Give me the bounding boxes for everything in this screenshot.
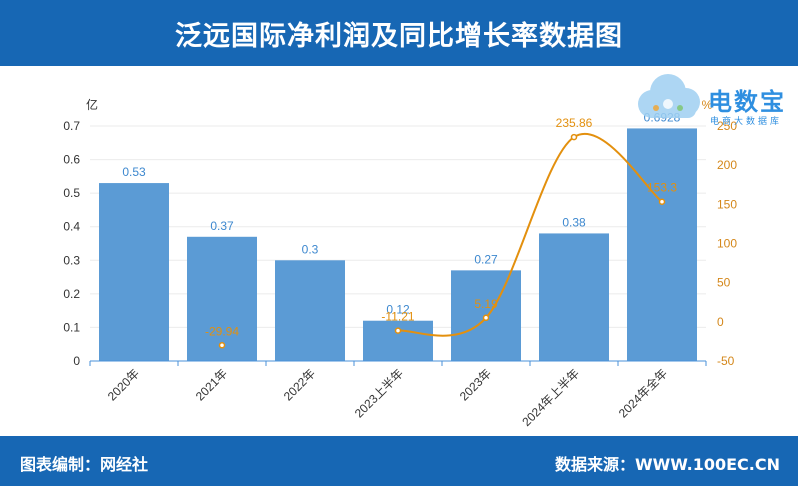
line-value-label: -29.94 [205,324,239,338]
bar-value-label: 0.12 [386,303,410,317]
right-tick-label: 250 [717,119,737,133]
bar-value-label: 0.53 [122,165,146,179]
left-tick-label: 0.1 [63,320,80,334]
left-tick-label: 0.3 [63,253,80,267]
bar [187,236,257,361]
line-value-label: 5.19 [474,297,498,311]
grid-lines [90,125,706,328]
right-tick-label: 0 [717,315,724,329]
line-point [394,327,402,334]
footer-compiled-by: 图表编制：网经社 [20,455,149,474]
line-point [658,198,666,205]
bar [275,260,345,361]
left-tick-label: 0.2 [63,287,80,301]
x-tick-label: 2024年全年 [615,366,670,421]
right-tick-label: 200 [717,158,737,172]
footer-bar: 图表编制：网经社 数据来源：WWW.100EC.CN [0,436,798,486]
bar-value-label: 0.37 [210,219,234,233]
left-tick-label: 0.4 [63,220,80,234]
logo-name: 电数宝 [708,88,786,116]
logo-tagline: 电商大数据库 [710,117,783,127]
line-value-label: -11.21 [381,310,414,324]
right-tick-label: 50 [717,276,731,290]
logo-watermark: 电数宝 电商大数据库 [630,70,796,132]
chart-area: 0 0.1 0.2 0.3 0.4 0.5 0.6 0.7 -50 0 50 100 150 200 250… [63,97,737,429]
right-axis-unit: % [702,98,713,112]
bar-value-label: 0.38 [562,215,586,229]
left-tick-label: 0.6 [63,153,80,167]
bar-series [99,128,697,361]
left-tick-label: 0.5 [63,186,80,200]
left-tick-label: 0 [73,354,80,368]
bar-value-label: 0.3 [302,242,319,256]
bar [363,320,433,361]
x-tick-label: 2022年 [281,366,318,403]
line-series [218,133,666,349]
x-tick-label: 2023上半年 [352,366,406,420]
line-point [570,133,578,141]
x-tick-label: 2024年上半年 [519,366,582,429]
chart-title: 泛远国际净利润及同比增长率数据图 [175,20,623,52]
bar [627,128,697,361]
x-tick-label: 2023年 [457,366,494,403]
data-labels: 0.530.370.30.120.270.380.6928-29.94-11.2… [122,110,680,338]
line-value-label: 235.86 [556,116,593,130]
bar [539,233,609,361]
right-tick-label: 150 [717,197,737,211]
left-axis-unit: 亿 [86,97,98,112]
growth-rate-line [397,133,663,337]
cloud-logo-icon [638,74,700,118]
left-tick-label: 0.7 [63,119,80,133]
line-point [218,342,226,349]
bar-value-label: 0.27 [474,252,498,266]
right-tick-label: -50 [717,354,735,368]
combo-chart: 0 0.1 0.2 0.3 0.4 0.5 0.6 0.7 -50 0 50 100 150 200 250… [63,97,737,429]
bar [99,183,169,361]
x-tick-label: 2021年 [193,366,230,403]
x-tick-label: 2020年 [105,366,142,403]
header-bar: 泛远国际净利润及同比增长率数据图 [0,0,798,66]
right-tick-label: 100 [717,237,737,251]
line-value-label: 153.3 [647,181,677,195]
footer-source: 数据来源：WWW.100EC.CN [554,455,780,474]
line-point [482,314,490,322]
